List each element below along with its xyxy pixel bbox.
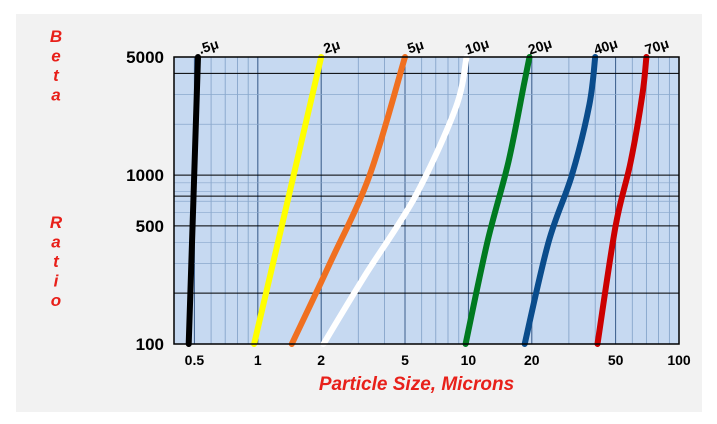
chart-frame: 5000 1000 500 100 0.5 1 2 5 10 20 50 100 .5μ 2μ 5μ 10… — [16, 14, 702, 412]
x-axis-label: Particle Size, Microns — [319, 374, 514, 395]
series-line-1 — [185, 54, 201, 347]
x-tick-label: 50 — [608, 352, 624, 368]
series-layer — [185, 54, 650, 347]
y-axis-label-letter: t — [53, 66, 60, 85]
plot-border — [173, 56, 680, 345]
x-tick-label: 100 — [667, 352, 691, 368]
y-axis-label-letter: i — [54, 272, 60, 291]
series-labels: .5μ 2μ 5μ 10μ 20μ 40μ 70μ — [196, 35, 670, 58]
y-tick-labels: 5000 1000 500 100 — [126, 48, 164, 354]
grid-lines — [174, 56, 679, 345]
x-tick-label: 0.5 — [185, 352, 205, 368]
x-tick-label: 1 — [254, 352, 262, 368]
y-tick-label: 5000 — [126, 48, 164, 67]
series-label: 20μ — [526, 35, 554, 58]
y-axis-label-letter: a — [51, 233, 60, 252]
series-line-6 — [521, 54, 599, 347]
series-label: 40μ — [592, 35, 620, 58]
series-label: 10μ — [463, 35, 491, 58]
beta-ratio-chart: 5000 1000 500 100 0.5 1 2 5 10 20 50 100 .5μ 2μ 5μ 10… — [50, 27, 691, 395]
series-label: 5μ — [405, 36, 426, 56]
y-axis-label-letter: t — [53, 252, 60, 271]
series-line-4 — [320, 54, 470, 347]
y-axis-label-letter: a — [51, 86, 60, 105]
y-axis-label-letter: R — [50, 213, 63, 232]
series-line-2 — [251, 54, 325, 347]
x-tick-label: 20 — [524, 352, 540, 368]
x-tick-labels: 0.5 1 2 5 10 20 50 100 — [185, 352, 691, 368]
series-line-3 — [288, 54, 408, 347]
y-axis-label-letter: B — [50, 27, 62, 46]
x-tick-label: 10 — [461, 352, 477, 368]
series-label: 2μ — [321, 36, 342, 56]
series-label: .5μ — [196, 36, 220, 57]
x-tick-label: 5 — [401, 352, 409, 368]
y-tick-label: 500 — [136, 217, 164, 236]
x-tick-label: 2 — [317, 352, 325, 368]
y-axis-label-letter: e — [51, 47, 60, 66]
y-tick-label: 100 — [136, 335, 164, 354]
series-line-7 — [594, 54, 650, 347]
y-tick-label: 1000 — [126, 166, 164, 185]
series-line-5 — [462, 54, 533, 347]
y-axis-label-letter: o — [51, 291, 61, 310]
series-label: 70μ — [643, 35, 671, 58]
